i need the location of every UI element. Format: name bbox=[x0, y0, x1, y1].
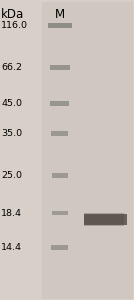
Bar bbox=[84, 215, 124, 226]
Text: 116.0: 116.0 bbox=[1, 21, 28, 30]
Bar bbox=[51, 131, 68, 136]
Bar bbox=[52, 173, 68, 178]
Text: 14.4: 14.4 bbox=[1, 243, 22, 252]
Text: 45.0: 45.0 bbox=[1, 99, 22, 108]
Bar bbox=[50, 65, 70, 70]
Text: 66.2: 66.2 bbox=[1, 63, 22, 72]
Bar bbox=[48, 23, 72, 28]
Text: 35.0: 35.0 bbox=[1, 129, 23, 138]
Text: M: M bbox=[55, 8, 65, 20]
Text: 18.4: 18.4 bbox=[1, 208, 22, 217]
Text: 25.0: 25.0 bbox=[1, 171, 22, 180]
Bar bbox=[50, 101, 69, 106]
Bar bbox=[84, 213, 124, 224]
Text: kDa: kDa bbox=[1, 8, 25, 20]
Bar bbox=[52, 211, 68, 215]
Bar bbox=[84, 214, 127, 225]
Bar bbox=[42, 2, 133, 298]
Bar bbox=[51, 245, 68, 250]
